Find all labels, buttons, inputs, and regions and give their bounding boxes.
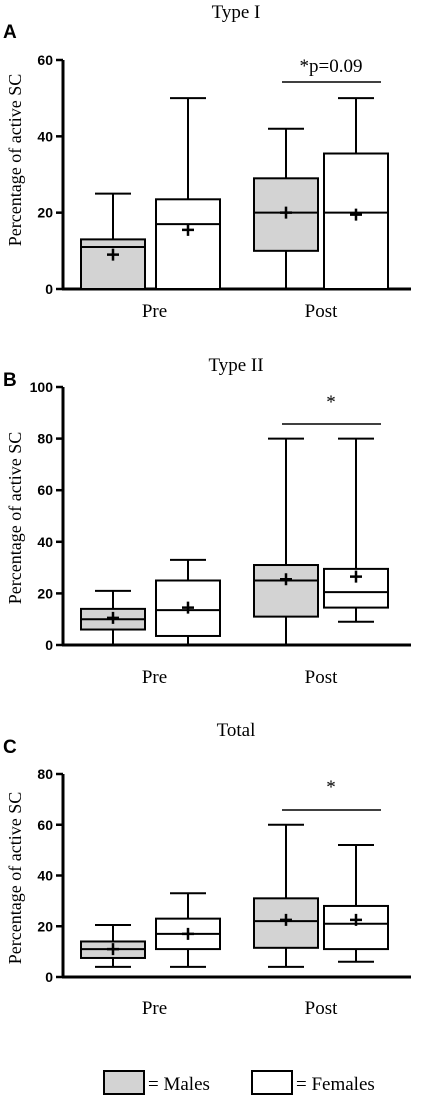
y-axis-label: Percentage of active SC bbox=[5, 432, 25, 604]
legend-swatch-males bbox=[103, 1070, 145, 1095]
panel-letter: C bbox=[3, 737, 17, 758]
x-category-label: Pre bbox=[142, 301, 167, 322]
mean-marker bbox=[280, 913, 292, 926]
box-males-pre bbox=[80, 192, 146, 290]
y-tick-label: 100 bbox=[30, 379, 54, 395]
y-tick-label: 20 bbox=[37, 205, 53, 221]
chart-title: Total bbox=[217, 720, 256, 741]
box-males-post bbox=[253, 127, 319, 290]
box-females-pre bbox=[155, 558, 221, 646]
box-iqr bbox=[253, 564, 319, 618]
panel-b: B Type II Percentage of active SC 0 20 40 60 80… bbox=[3, 355, 411, 688]
mean-marker bbox=[107, 611, 119, 624]
panel-letter: A bbox=[3, 22, 17, 43]
y-tick-label: 80 bbox=[37, 766, 53, 782]
y-tick-label: 20 bbox=[37, 585, 53, 601]
mean-marker bbox=[182, 601, 194, 614]
box-iqr bbox=[323, 152, 389, 290]
y-tick-label: 60 bbox=[37, 817, 53, 833]
y-tick-label: 40 bbox=[37, 534, 53, 550]
y-tick-label: 60 bbox=[37, 482, 53, 498]
mean-marker bbox=[280, 573, 292, 586]
significance-label: * bbox=[326, 392, 336, 413]
box-females-pre bbox=[155, 97, 221, 290]
panel-a: A Type I Percentage of active SC 0 20 40 60 Pre… bbox=[3, 2, 411, 322]
mean-marker bbox=[182, 223, 194, 236]
y-tick-label: 0 bbox=[45, 637, 53, 653]
box-females-post bbox=[323, 97, 389, 290]
mean-marker bbox=[107, 248, 119, 261]
legend-label-males: = Males bbox=[148, 1074, 210, 1095]
mean-marker bbox=[107, 943, 119, 956]
x-category-label: Post bbox=[305, 667, 338, 688]
box-iqr bbox=[155, 198, 221, 290]
box-males-post bbox=[253, 823, 319, 968]
y-tick-label: 60 bbox=[37, 52, 53, 68]
chart-title: Type II bbox=[208, 355, 263, 376]
mean-marker bbox=[350, 913, 362, 926]
box-males-post bbox=[253, 437, 319, 646]
y-tick-label: 20 bbox=[37, 918, 53, 934]
panel-letter: B bbox=[3, 370, 17, 391]
x-category-label: Post bbox=[305, 301, 338, 322]
mean-marker bbox=[350, 570, 362, 583]
y-tick-label: 0 bbox=[45, 969, 53, 985]
box-females-post bbox=[323, 844, 389, 963]
chart-title: Type I bbox=[212, 2, 261, 23]
y-tick-label: 40 bbox=[37, 128, 53, 144]
box-iqr bbox=[323, 904, 389, 951]
x-category-label: Post bbox=[305, 998, 338, 1019]
y-tick-label: 0 bbox=[45, 281, 53, 297]
x-category-label: Pre bbox=[142, 998, 167, 1019]
significance-label: *p=0.09 bbox=[300, 56, 363, 77]
mean-marker bbox=[350, 208, 362, 221]
legend-swatch-females bbox=[251, 1070, 293, 1095]
mean-marker bbox=[280, 206, 292, 219]
box-males-pre bbox=[80, 589, 146, 646]
panel-c: C Total Percentage of active SC 0 20 40 60 80 Pr… bbox=[3, 720, 411, 1019]
y-tick-label: 40 bbox=[37, 868, 53, 884]
significance-label: * bbox=[326, 777, 336, 798]
box-females-post bbox=[323, 437, 389, 623]
box-females-pre bbox=[155, 892, 221, 968]
box-males-pre bbox=[80, 923, 146, 968]
y-axis-label: Percentage of active SC bbox=[5, 74, 25, 246]
y-tick-label: 80 bbox=[37, 431, 53, 447]
legend-label-females: = Females bbox=[296, 1074, 375, 1095]
x-category-label: Pre bbox=[142, 667, 167, 688]
y-axis-label: Percentage of active SC bbox=[5, 792, 25, 964]
legend: = Males = Females bbox=[103, 1070, 375, 1095]
mean-marker bbox=[182, 927, 194, 940]
